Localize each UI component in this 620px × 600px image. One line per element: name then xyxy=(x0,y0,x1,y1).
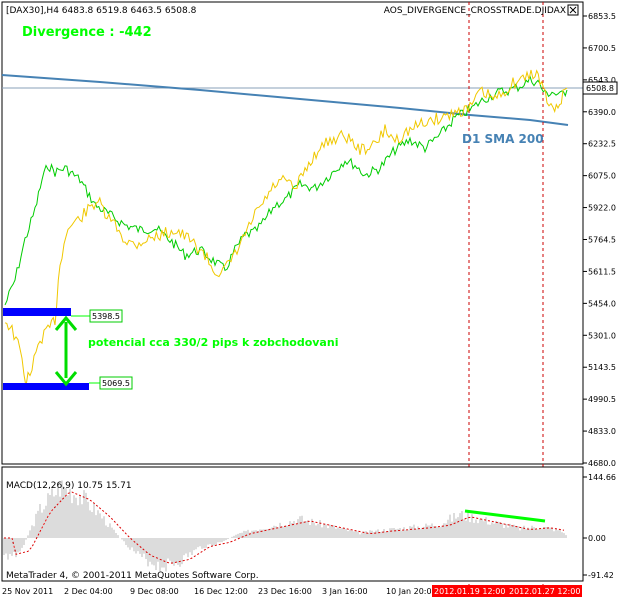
time-tick-0: 25 Nov 2011 xyxy=(2,587,53,596)
macd-axis: 144.66 0.00 -91.42 xyxy=(583,473,616,580)
price-tick-label: 4680.0 xyxy=(588,459,616,468)
time-tick-2: 9 Dec 08:00 xyxy=(130,587,179,596)
price-tick-label: 6853.5 xyxy=(588,12,616,21)
price-axis: 6853.5 6700.5 6543.0 6390.0 6232.5 6075.0 5922… xyxy=(583,12,616,468)
price-tick-label: 4990.5 xyxy=(588,395,616,404)
upper-level-bar xyxy=(3,308,71,316)
copyright-text: MetaTrader 4, © 2001-2011 MetaQuotes Sof… xyxy=(6,571,259,581)
green-price-line xyxy=(4,74,568,306)
price-tick-label: 6075.0 xyxy=(588,172,616,181)
range-arrow-bottom-head xyxy=(54,371,78,387)
price-tick-label: 6700.5 xyxy=(588,44,616,53)
price-tick-label: 6543.0 xyxy=(588,76,616,85)
macd-signal-line xyxy=(4,491,565,564)
price-tick-label: 5922.0 xyxy=(588,204,616,213)
lower-level-box xyxy=(99,376,133,390)
price-tick-label: 5301.0 xyxy=(588,331,616,340)
price-tick-label: 5143.5 xyxy=(588,363,616,372)
symbol-info: [DAX30],H4 6483.8 6519.8 6463.5 6508.8 xyxy=(6,6,197,16)
macd-tick-zero: 0.00 xyxy=(588,534,606,543)
close-icon-2 xyxy=(569,6,577,14)
macd-divergence-line xyxy=(464,509,546,523)
lower-level-label: 5069.5 xyxy=(102,379,130,388)
potential-text: potencial cca 330/2 pips k zobchodovani xyxy=(88,336,338,349)
current-price-marker xyxy=(582,81,618,95)
time-highlight-2: 2012.01.27 12:00 xyxy=(509,587,580,596)
price-tick-label: 6232.5 xyxy=(588,140,616,149)
macd-tick-top: 144.66 xyxy=(588,473,616,482)
main-chart[interactable]: 5398.5 5069.5 [DAX30],H4 6483.8 6519.8 6… xyxy=(1,1,584,590)
upper-level-label: 5398.5 xyxy=(92,312,120,321)
macd-tick-bottom: -91.42 xyxy=(588,571,614,580)
macd-panel[interactable]: MACD(12,26,9) 10.75 15.71 MetaTrader 4, … xyxy=(1,466,584,582)
time-highlight-1: 2012.01.19 12:00 xyxy=(434,587,505,596)
time-tick-3: 16 Dec 12:00 xyxy=(194,587,248,596)
sma-label: D1 SMA 200 xyxy=(462,132,544,146)
time-axis: 25 Nov 2011 2 Dec 04:00 9 Dec 08:00 16 D… xyxy=(2,585,582,597)
main-chart-frame xyxy=(1,1,584,465)
time-tick-5: 3 Jan 16:00 xyxy=(322,587,368,596)
lower-level-bar xyxy=(3,383,89,390)
time-highlight-2-bg xyxy=(508,585,582,597)
price-tick-label: 5764.5 xyxy=(588,236,616,245)
price-tick-label: 4833.0 xyxy=(588,427,616,436)
time-tick-6: 10 Jan 20:00 xyxy=(386,587,437,596)
sma-200-line xyxy=(1,74,569,126)
current-price-label: 6508.8 xyxy=(586,84,614,93)
indicator-name: AOS_DIVERGENCE_CROSSTRADE.DJIDAX xyxy=(384,6,566,16)
time-tick-1: 2 Dec 04:00 xyxy=(64,587,113,596)
time-tick-4: 23 Dec 16:00 xyxy=(258,587,312,596)
macd-label: MACD(12,26,9) 10.75 15.71 xyxy=(6,481,132,491)
range-arrow-top-head xyxy=(54,315,78,331)
yellow-price-line xyxy=(4,69,568,387)
time-highlight-1-bg xyxy=(432,585,508,597)
price-tick-label: 5611.5 xyxy=(588,267,616,276)
price-tick-label: 5454.0 xyxy=(588,299,616,308)
divergence-label: Divergence : -442 xyxy=(22,25,152,40)
price-tick-label: 6390.0 xyxy=(588,108,616,117)
upper-level-box xyxy=(89,309,123,323)
